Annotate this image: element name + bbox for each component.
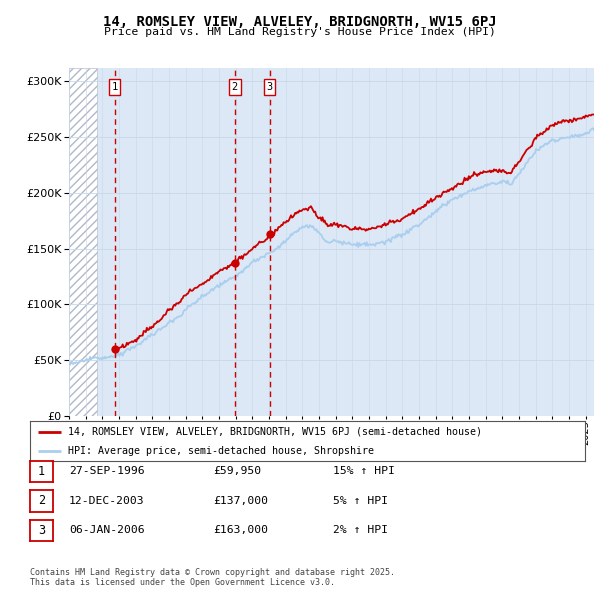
Text: 3: 3 [38, 524, 45, 537]
Text: 2: 2 [232, 82, 238, 92]
Text: 3: 3 [266, 82, 272, 92]
Text: Contains HM Land Registry data © Crown copyright and database right 2025.
This d: Contains HM Land Registry data © Crown c… [30, 568, 395, 587]
Bar [69, 68, 97, 416]
Text: Price paid vs. HM Land Registry's House Price Index (HPI): Price paid vs. HM Land Registry's House … [104, 27, 496, 37]
Text: £163,000: £163,000 [213, 526, 268, 535]
Text: 1: 1 [112, 82, 118, 92]
Text: 15% ↑ HPI: 15% ↑ HPI [333, 467, 395, 476]
Text: 2: 2 [38, 494, 45, 507]
Text: 5% ↑ HPI: 5% ↑ HPI [333, 496, 388, 506]
Text: 1: 1 [38, 465, 45, 478]
Text: £59,950: £59,950 [213, 467, 261, 476]
Text: HPI: Average price, semi-detached house, Shropshire: HPI: Average price, semi-detached house,… [68, 446, 374, 456]
Text: 14, ROMSLEY VIEW, ALVELEY, BRIDGNORTH, WV15 6PJ (semi-detached house): 14, ROMSLEY VIEW, ALVELEY, BRIDGNORTH, W… [68, 427, 482, 437]
Text: 12-DEC-2003: 12-DEC-2003 [69, 496, 145, 506]
Text: £137,000: £137,000 [213, 496, 268, 506]
Text: 27-SEP-1996: 27-SEP-1996 [69, 467, 145, 476]
Text: 14, ROMSLEY VIEW, ALVELEY, BRIDGNORTH, WV15 6PJ: 14, ROMSLEY VIEW, ALVELEY, BRIDGNORTH, W… [103, 15, 497, 30]
Text: 2% ↑ HPI: 2% ↑ HPI [333, 526, 388, 535]
Text: 06-JAN-2006: 06-JAN-2006 [69, 526, 145, 535]
